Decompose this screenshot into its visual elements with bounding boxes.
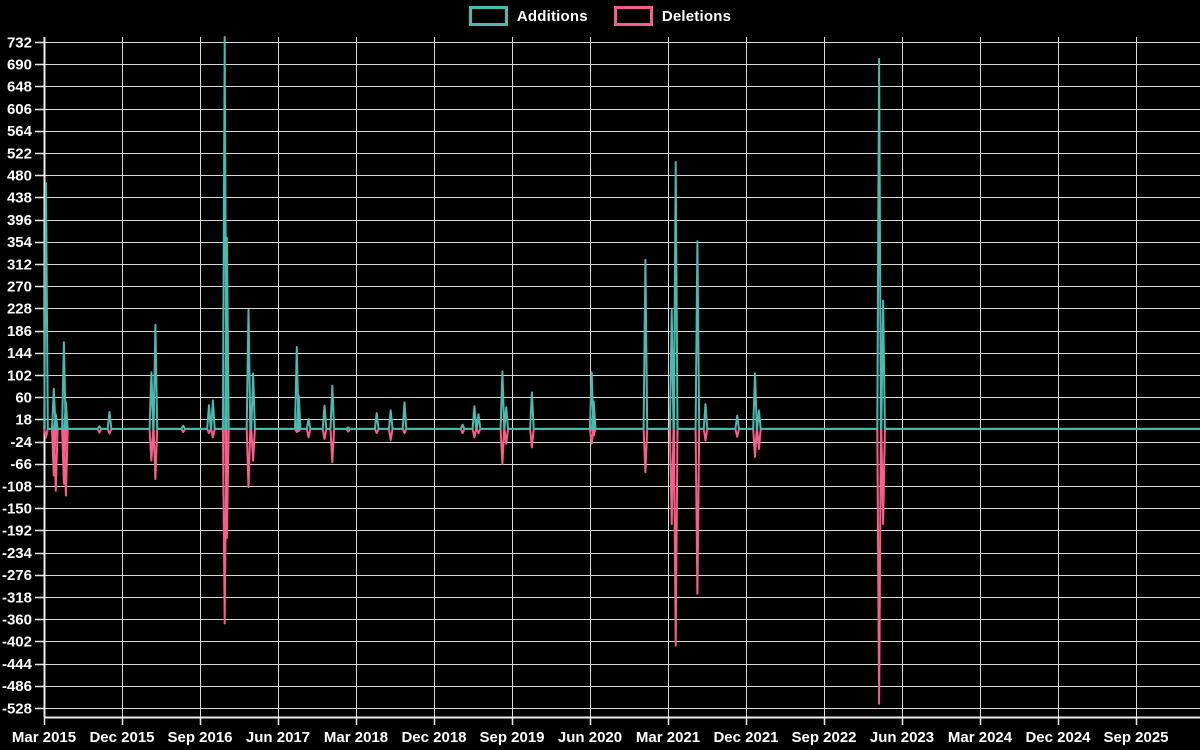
- x-axis-label: Mar 2024: [948, 729, 1013, 746]
- x-axis-label: Jun 2017: [246, 729, 310, 746]
- y-axis-label: 60: [15, 389, 32, 406]
- deletions-swatch-icon: [613, 6, 653, 26]
- y-axis-label: -402: [2, 634, 32, 651]
- y-axis-label: 690: [7, 56, 32, 73]
- y-axis-label: 438: [7, 190, 32, 207]
- x-axis-label: Sep 2019: [479, 729, 544, 746]
- x-axis-label: Dec 2015: [89, 729, 154, 746]
- x-axis-label: Sep 2016: [167, 729, 232, 746]
- y-axis-label: -276: [2, 567, 32, 584]
- x-axis-label: Mar 2015: [12, 729, 76, 746]
- x-axis-label: Mar 2021: [636, 729, 700, 746]
- x-axis-label: Dec 2018: [401, 729, 466, 746]
- x-axis-label: Dec 2024: [1025, 729, 1091, 746]
- x-axis-label: Sep 2025: [1103, 729, 1168, 746]
- deletions-legend-item[interactable]: Deletions: [613, 6, 732, 26]
- x-axis-label: Jun 2020: [558, 729, 622, 746]
- x-axis-label: Sep 2022: [791, 729, 856, 746]
- y-axis-label: 564: [7, 123, 33, 140]
- y-axis-label: -318: [2, 589, 32, 606]
- y-axis-label: -444: [2, 656, 33, 673]
- additions-line: [43, 36, 1200, 430]
- y-axis-label: -486: [2, 678, 32, 695]
- y-axis-label: -528: [2, 700, 32, 717]
- y-axis-label: -24: [10, 434, 32, 451]
- y-axis-label: 354: [7, 234, 33, 251]
- y-axis-label: -66: [10, 456, 32, 473]
- x-axis-label: Jun 2023: [870, 729, 934, 746]
- y-axis-label: -108: [2, 478, 32, 495]
- y-axis-label: 312: [7, 256, 32, 273]
- additions-legend-label: Additions: [516, 7, 588, 25]
- chart-legend: Additions Deletions: [0, 6, 1200, 26]
- deletions-legend-label: Deletions: [661, 7, 732, 25]
- y-axis-label: 144: [7, 345, 33, 362]
- x-axis-label: Dec 2021: [713, 729, 778, 746]
- y-axis-label: 648: [7, 79, 32, 96]
- y-axis-label: 606: [7, 101, 32, 118]
- y-axis-label: 396: [7, 212, 32, 229]
- y-axis-label: 270: [7, 278, 32, 295]
- y-axis-label: 480: [7, 167, 32, 184]
- gridlines: [44, 37, 1200, 717]
- x-axis-labels: Mar 2015 Dec 2015 Sep 2016 Jun 2017 Mar 2018…: [12, 729, 1169, 746]
- y-axis-label: 228: [7, 301, 32, 318]
- y-axis-label: 522: [7, 145, 32, 162]
- additions-swatch-icon: [468, 6, 508, 26]
- y-axis-label: -150: [2, 500, 32, 517]
- y-axis-label: -360: [2, 611, 32, 628]
- y-axis-label: 186: [7, 323, 32, 340]
- additions-legend-item[interactable]: Additions: [468, 6, 588, 26]
- y-axis-label: -234: [2, 545, 33, 562]
- y-axis-labels: 732 690 648 606 564 522 480 438 396 354 312 270 228 1…: [2, 34, 33, 717]
- y-axis-label: 732: [7, 34, 32, 51]
- x-axis-label: Mar 2018: [324, 729, 388, 746]
- y-axis-label: 18: [15, 412, 32, 429]
- y-axis-label: -192: [2, 523, 32, 540]
- y-axis-label: 102: [7, 367, 32, 384]
